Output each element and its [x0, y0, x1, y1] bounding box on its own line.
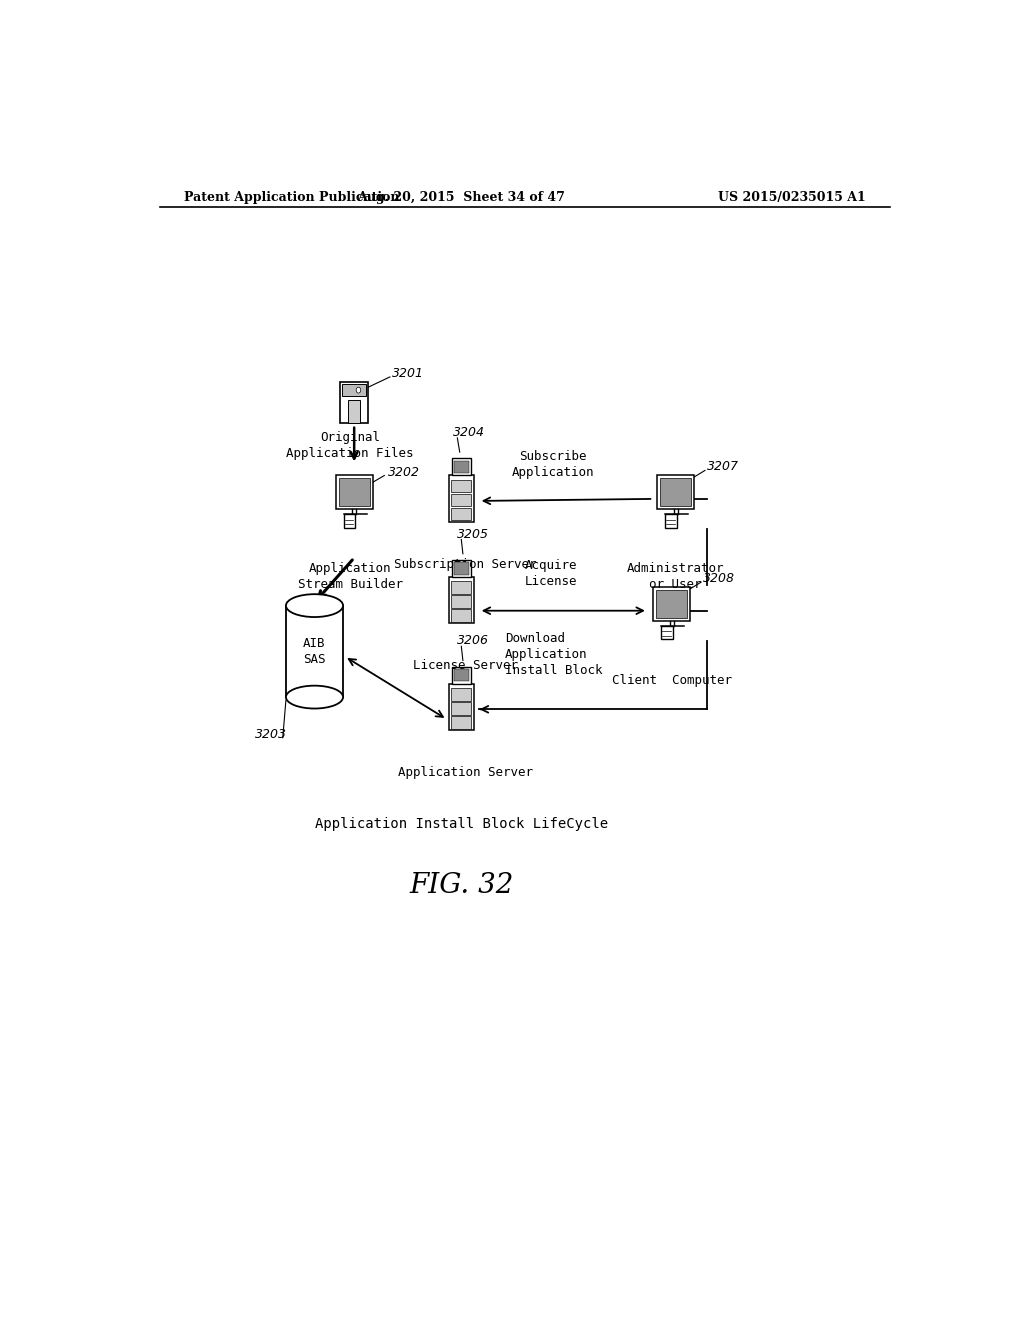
Bar [657, 475, 694, 510]
Bar [454, 461, 469, 473]
Text: 3208: 3208 [703, 573, 735, 585]
Text: Application
Stream Builder: Application Stream Builder [298, 562, 402, 591]
Bar [452, 667, 471, 684]
Bar [340, 381, 369, 422]
Bar [452, 610, 471, 622]
Text: Acquire
License: Acquire License [524, 560, 577, 589]
Text: 3201: 3201 [392, 367, 424, 380]
Bar [452, 458, 471, 475]
Bar [348, 400, 359, 422]
Ellipse shape [286, 685, 343, 709]
Bar [656, 590, 687, 618]
Bar [660, 478, 691, 506]
Text: 3202: 3202 [387, 466, 420, 479]
Bar [336, 475, 373, 510]
Text: Application Install Block LifeCycle: Application Install Block LifeCycle [314, 817, 608, 832]
Circle shape [356, 387, 360, 393]
Bar [449, 684, 474, 730]
Bar [454, 562, 469, 574]
Bar [286, 606, 343, 697]
Bar [452, 479, 471, 492]
Text: Administrator
or User: Administrator or User [627, 562, 724, 591]
Text: Subscribe
Application: Subscribe Application [511, 450, 594, 479]
Bar [653, 586, 690, 620]
Text: 3205: 3205 [458, 528, 489, 540]
Bar [452, 508, 471, 520]
Bar [452, 702, 471, 714]
Bar [454, 669, 469, 681]
Bar [662, 626, 673, 639]
Text: 3207: 3207 [708, 461, 739, 474]
Bar [342, 384, 367, 396]
Bar [452, 715, 471, 729]
Bar [452, 595, 471, 609]
Bar [339, 478, 370, 506]
Text: Download
Application
Install Block: Download Application Install Block [505, 632, 602, 677]
Bar [344, 515, 355, 528]
Bar [452, 494, 471, 507]
Text: US 2015/0235015 A1: US 2015/0235015 A1 [718, 190, 866, 203]
Bar [666, 515, 677, 528]
Text: Patent Application Publication: Patent Application Publication [183, 190, 399, 203]
Text: License Server: License Server [413, 660, 518, 672]
Text: 3204: 3204 [454, 426, 485, 438]
Text: Client  Computer: Client Computer [611, 673, 731, 686]
Text: 3206: 3206 [458, 634, 489, 647]
Bar [449, 577, 474, 623]
Text: FIG. 32: FIG. 32 [410, 871, 513, 899]
Bar [452, 688, 471, 701]
Bar [449, 475, 474, 521]
Text: Original
Application Files: Original Application Files [287, 430, 414, 459]
Text: AIB
SAS: AIB SAS [303, 636, 326, 665]
Bar [452, 560, 471, 577]
Text: 3203: 3203 [255, 727, 287, 741]
Ellipse shape [286, 594, 343, 616]
Text: Aug. 20, 2015  Sheet 34 of 47: Aug. 20, 2015 Sheet 34 of 47 [357, 190, 565, 203]
Bar [452, 581, 471, 594]
Text: Subscription Server: Subscription Server [394, 558, 537, 570]
Text: Application Server: Application Server [397, 766, 532, 779]
